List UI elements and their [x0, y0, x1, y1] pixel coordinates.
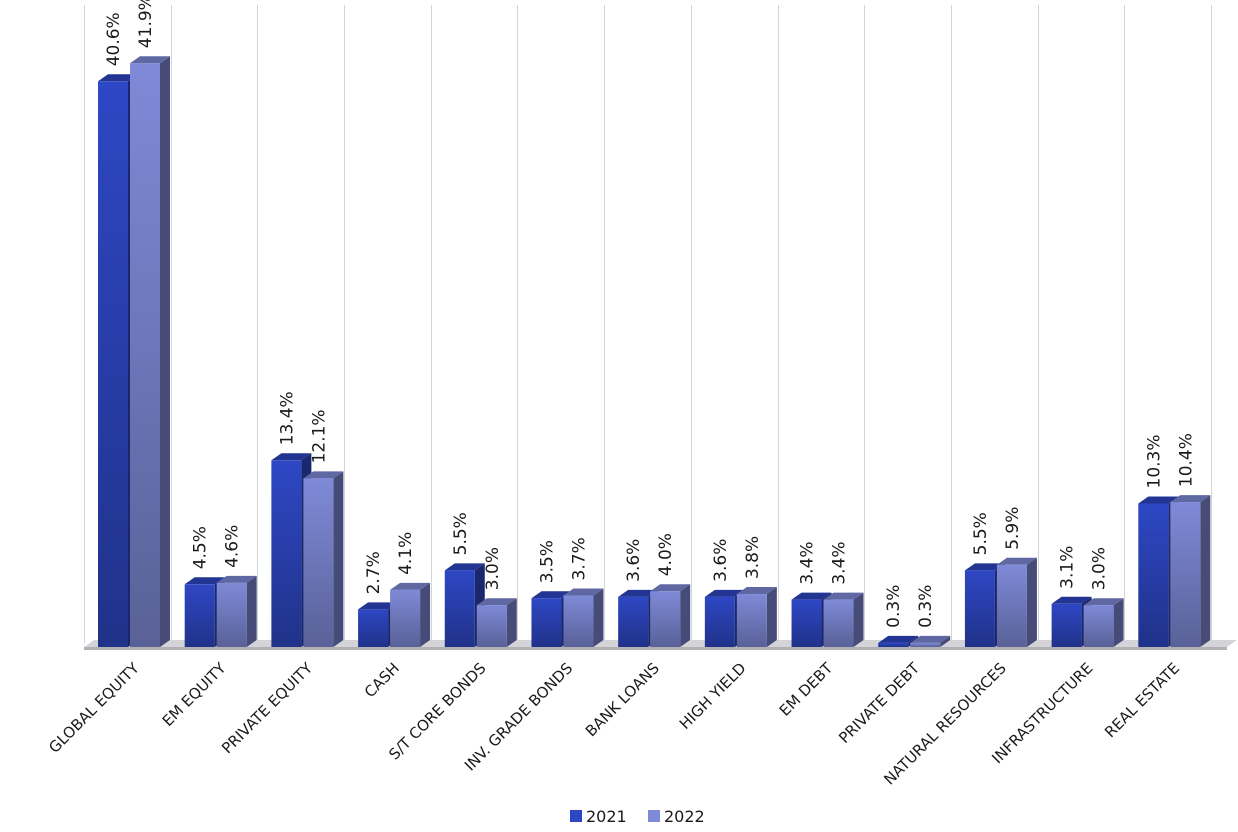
value-label: 4.5% — [191, 526, 211, 569]
bar-2022-9 — [910, 635, 951, 647]
value-label: 10.3% — [1144, 434, 1164, 488]
bar-2022-6 — [650, 584, 691, 647]
bar-2022-1 — [216, 575, 257, 647]
value-label: 3.6% — [624, 539, 644, 582]
value-label: 5.5% — [971, 512, 991, 555]
bars — [98, 56, 1211, 648]
value-label: 0.3% — [916, 585, 936, 628]
bar-2022-7 — [736, 587, 777, 647]
category-label: CASH — [361, 659, 403, 701]
value-label: 41.9% — [136, 0, 156, 48]
legend-swatch-2021 — [570, 810, 582, 822]
category-label: REAL ESTATE — [1101, 659, 1183, 741]
value-label: 3.0% — [1090, 547, 1110, 590]
bar-2022-11 — [1083, 598, 1124, 647]
value-label: 3.1% — [1058, 546, 1078, 589]
category-label: PRIVATE DEBT — [835, 659, 923, 747]
floor-edge — [84, 647, 1227, 650]
value-label: 4.0% — [656, 533, 676, 576]
bar-2022-4 — [476, 598, 517, 647]
value-label: 3.4% — [830, 541, 850, 584]
bar-2022-3 — [390, 582, 431, 647]
bar-2022-12 — [1170, 495, 1211, 647]
value-label: 3.7% — [569, 537, 589, 580]
bar-2022-10 — [996, 557, 1037, 647]
category-label: EM EQUITY — [159, 659, 230, 730]
category-label: HIGH YIELD — [676, 659, 750, 733]
category-label: BANK LOANS — [582, 659, 663, 740]
value-label: 4.1% — [396, 532, 416, 575]
value-label: 13.4% — [277, 391, 297, 445]
value-label: 3.8% — [743, 536, 763, 579]
value-label: 2.7% — [364, 551, 384, 594]
gridlines — [84, 5, 1212, 643]
value-label: 12.1% — [309, 409, 329, 463]
category-label: EM DEBT — [776, 659, 837, 720]
value-label: 3.0% — [483, 547, 503, 590]
bar-2022-8 — [823, 592, 864, 647]
value-label: 10.4% — [1176, 433, 1196, 487]
category-label: PRIVATE EQUITY — [218, 659, 317, 758]
value-label: 4.6% — [223, 525, 243, 568]
value-label: 5.9% — [1003, 507, 1023, 550]
legend-label-2021: 2021 — [586, 807, 627, 826]
legend: 2021 2022 — [570, 807, 705, 826]
legend-swatch-2022 — [648, 810, 660, 822]
value-label: 0.3% — [884, 585, 904, 628]
value-label: 3.4% — [798, 541, 818, 584]
value-label: 5.5% — [451, 512, 471, 555]
category-label: GLOBAL EQUITY — [45, 659, 143, 757]
legend-label-2022: 2022 — [664, 807, 705, 826]
value-label: 3.6% — [711, 539, 731, 582]
value-label: 40.6% — [104, 12, 124, 66]
value-labels: 40.6% 41.9% 4.5% 4.6% 13.4% 12.1% 2.7% 4.1% 5.5%… — [104, 0, 1196, 628]
bar-2022-2 — [303, 471, 344, 647]
value-label: 3.5% — [537, 540, 557, 583]
bar-2022-0 — [130, 56, 170, 647]
bar-2022-5 — [563, 588, 604, 647]
